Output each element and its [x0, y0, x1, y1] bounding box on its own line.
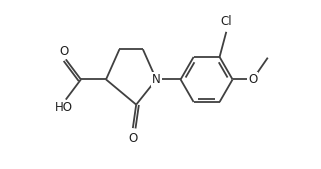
Text: Cl: Cl	[221, 16, 232, 29]
Text: O: O	[128, 132, 137, 145]
Text: N: N	[152, 73, 161, 86]
Text: O: O	[248, 73, 257, 86]
Text: O: O	[59, 45, 69, 58]
Text: HO: HO	[55, 101, 73, 114]
